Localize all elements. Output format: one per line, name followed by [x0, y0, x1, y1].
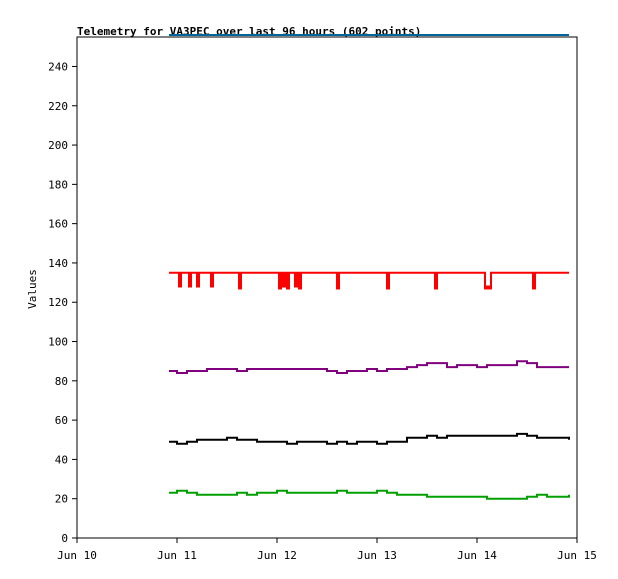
y-tick-label: 60 [55, 414, 68, 427]
y-tick-label: 160 [48, 218, 68, 231]
y-tick-label: 20 [55, 493, 68, 506]
y-tick-label: 180 [48, 178, 68, 191]
y-tick-label: 0 [61, 532, 68, 545]
y-tick-label: 80 [55, 375, 68, 388]
y-tick-label: 120 [48, 296, 68, 309]
x-axis-ticks: Jun 10 Jun 11 Jun 12 Jun 13 Jun 14 Jun 15 [57, 538, 597, 562]
plot-frame [76, 36, 578, 539]
chart-title: Telemetry for VA3PEC over last 96 hours … [77, 25, 421, 38]
x-tick-label: Jun 13 [357, 549, 397, 562]
series-line-red-series [169, 271, 569, 290]
y-axis-title: Values [26, 269, 39, 309]
y-tick-label: 40 [55, 453, 68, 466]
series-line-black-series [169, 432, 570, 445]
series-line-purple-series [169, 360, 569, 374]
x-tick-label: Jun 12 [257, 549, 297, 562]
y-axis-ticks: 0 20 40 60 80 100 120 140 160 180 200 220 240 [48, 60, 77, 545]
x-tick-label: Jun 15 [557, 549, 597, 562]
y-tick-label: 200 [48, 139, 68, 152]
y-tick-label: 240 [48, 60, 68, 73]
x-tick-label: Jun 11 [157, 549, 197, 562]
series-line-green-series [169, 489, 570, 500]
y-tick-label: 100 [48, 336, 68, 349]
y-tick-label: 140 [48, 257, 68, 270]
x-tick-label: Jun 14 [457, 549, 497, 562]
y-tick-label: 220 [48, 100, 68, 113]
series-layer [169, 34, 570, 500]
x-tick-label: Jun 10 [57, 549, 97, 562]
